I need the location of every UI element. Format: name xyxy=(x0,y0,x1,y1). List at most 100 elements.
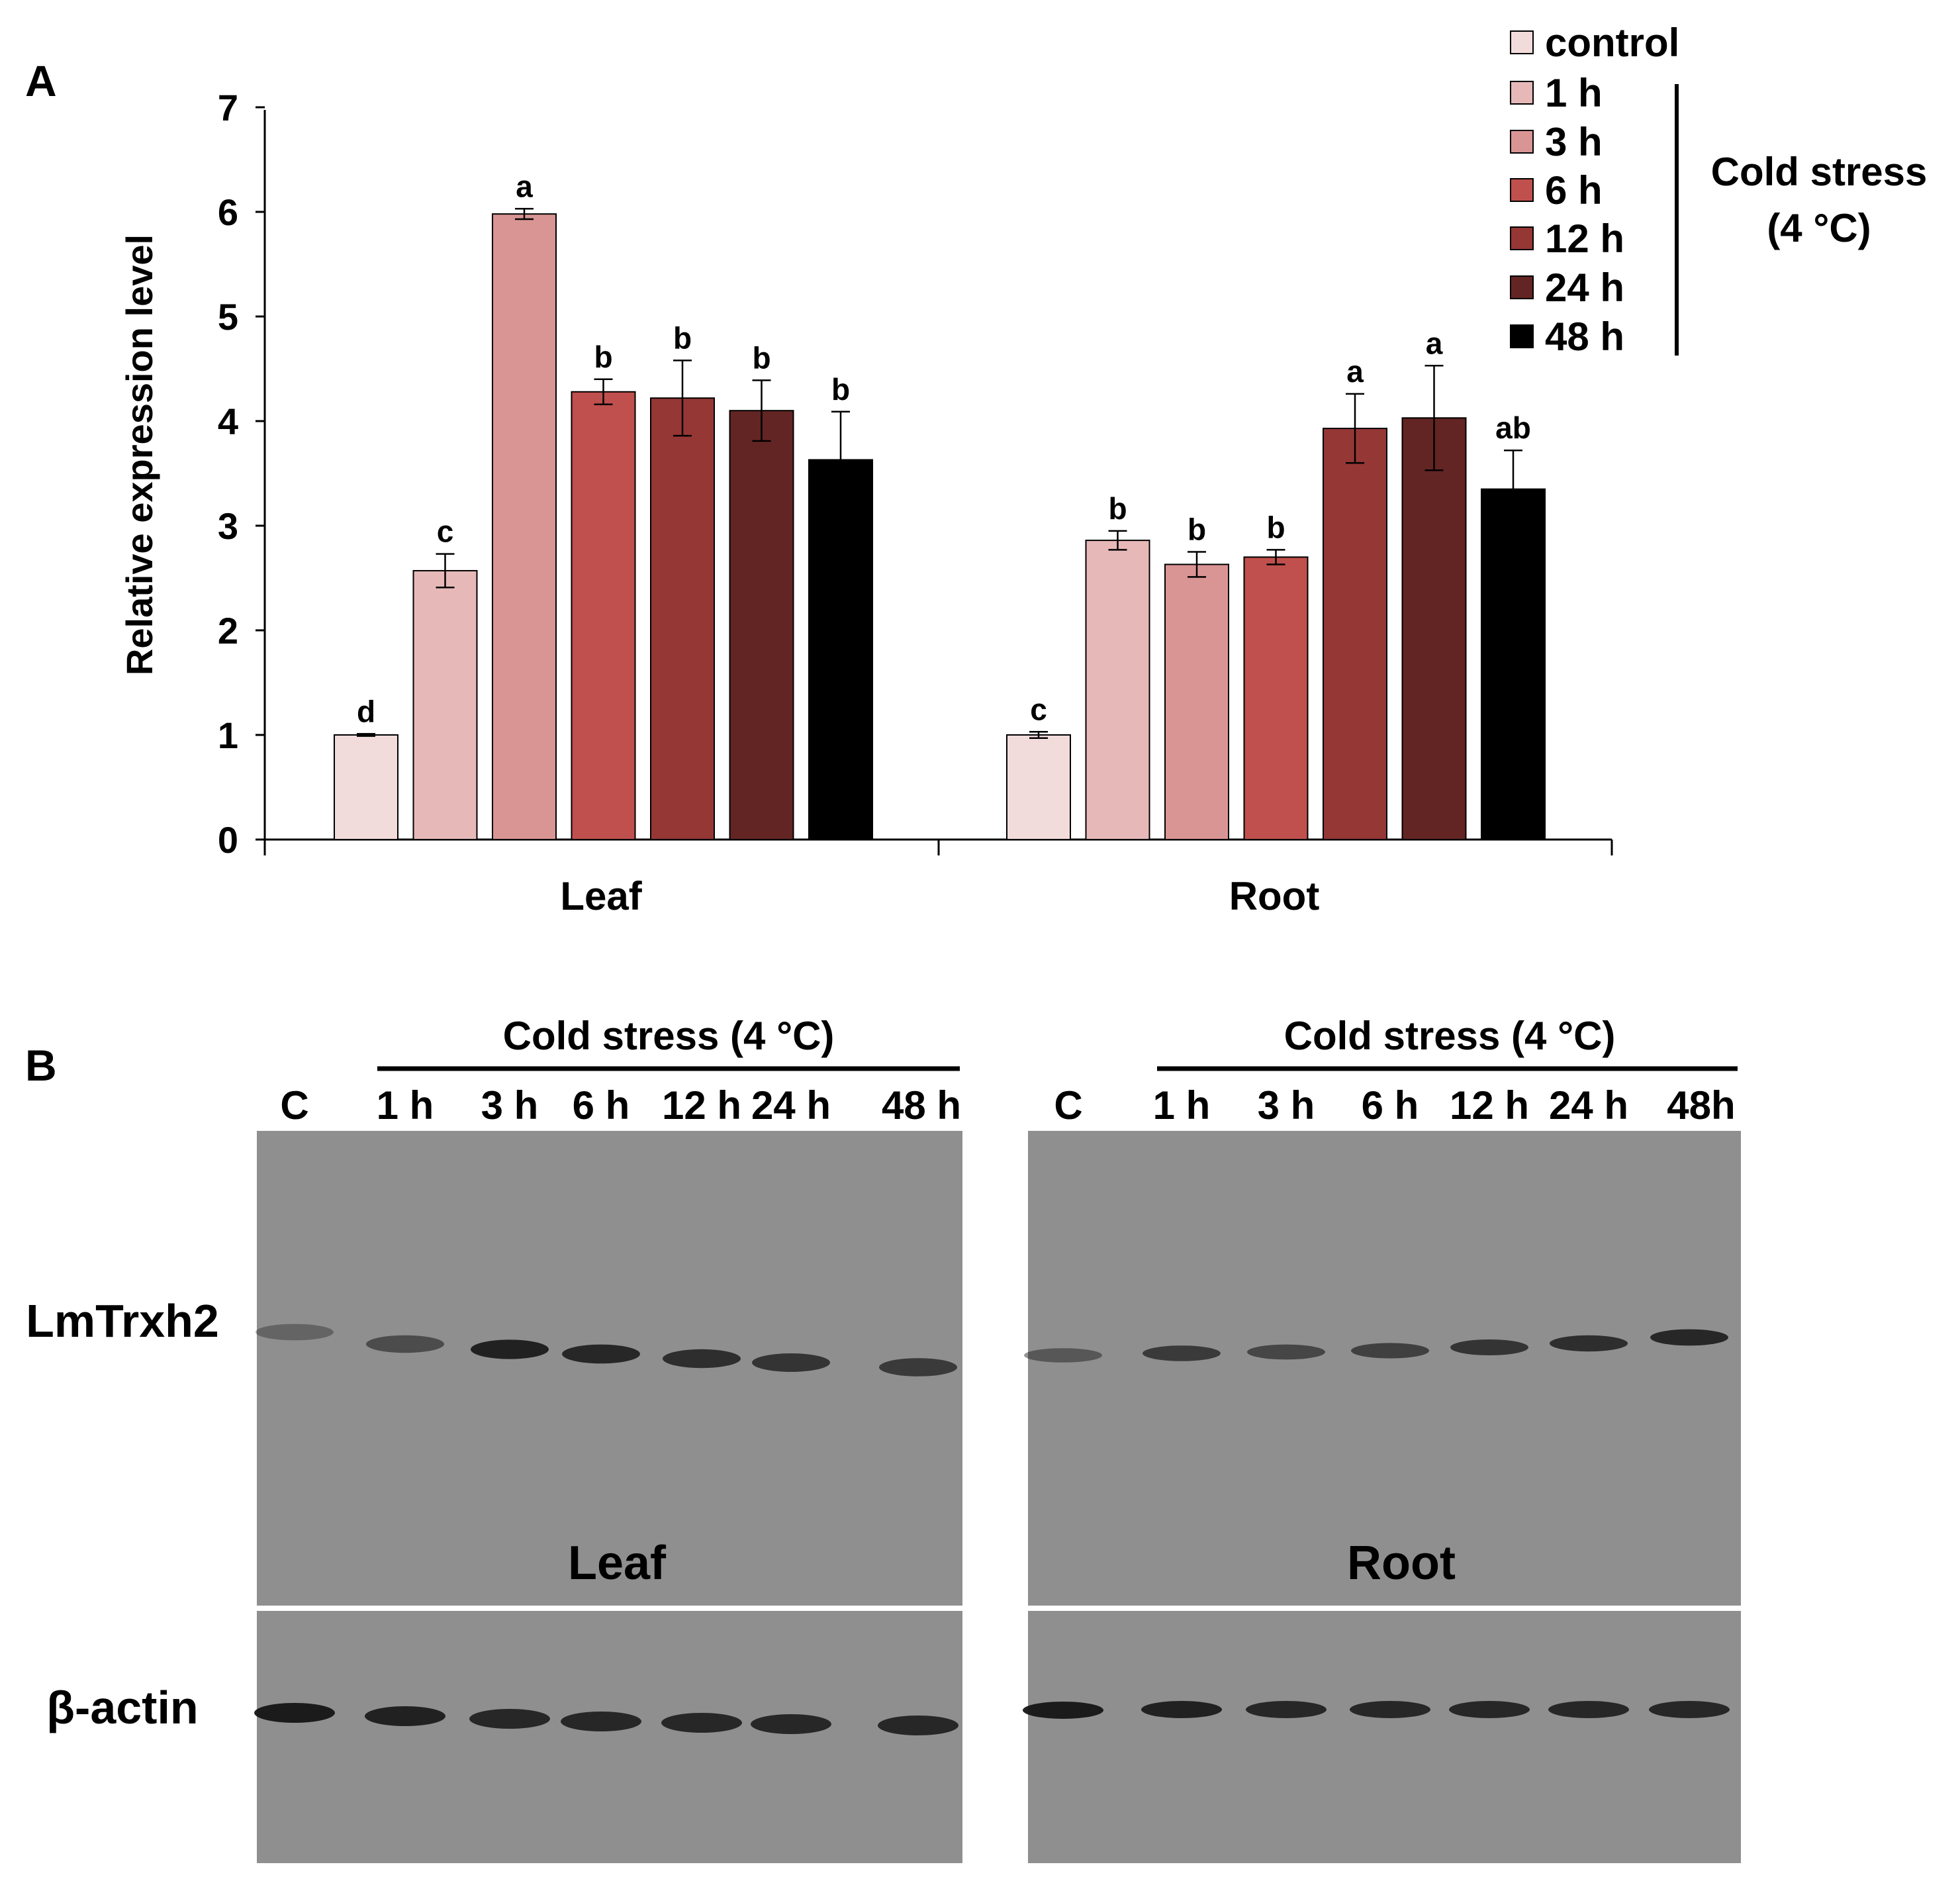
significance-letter: ab xyxy=(1495,411,1531,445)
leaf-blot-header: Cold stress (4 °C) xyxy=(503,1014,835,1058)
blot-band xyxy=(1548,1701,1629,1718)
bar xyxy=(1006,734,1071,840)
significance-letter: a xyxy=(1346,354,1364,389)
blot-band xyxy=(562,1344,640,1364)
lane-label: 6 h xyxy=(1362,1083,1419,1128)
y-tick-label: 2 xyxy=(218,610,238,652)
leaf-panel-label: Leaf xyxy=(568,1537,667,1590)
y-tick-label: 5 xyxy=(218,296,238,338)
significance-letter: b xyxy=(1108,491,1127,526)
root-panel-label: Root xyxy=(1347,1537,1456,1590)
lane-label: 3 h xyxy=(481,1083,539,1128)
bar xyxy=(571,391,636,840)
blot-band xyxy=(878,1716,958,1735)
bar xyxy=(729,410,794,840)
lane-label: 24 h xyxy=(1549,1083,1628,1128)
lane-label: 1 h xyxy=(377,1083,434,1128)
y-axis-label: Relative expression level xyxy=(118,234,160,675)
significance-letter: a xyxy=(1426,326,1443,360)
legend-swatch xyxy=(1510,324,1534,348)
row-label-actin: β-actin xyxy=(46,1682,198,1733)
blot-band xyxy=(469,1709,550,1729)
legend: control 1 h 3 h6 h12 h 24 h48 h Cold stress… xyxy=(1510,21,1928,359)
legend-label: 12 h xyxy=(1545,217,1624,261)
bar xyxy=(492,213,557,841)
x-ticks: Leaf Root xyxy=(263,840,1613,918)
lane-label: 12 h xyxy=(662,1083,741,1128)
blot-band xyxy=(879,1358,957,1377)
significance-letter: c xyxy=(1030,692,1047,726)
bar xyxy=(1401,417,1467,840)
legend-label: control xyxy=(1545,21,1679,65)
blot-band xyxy=(752,1353,830,1372)
root-target-membrane xyxy=(1028,1131,1741,1606)
y-tick-label: 3 xyxy=(218,505,238,547)
bar xyxy=(1164,563,1229,841)
blot-band xyxy=(561,1712,641,1731)
root-lane-labels: C 1 h 3 h 6 h 12 h 24 h 48h xyxy=(1054,1083,1735,1128)
y-tick-label: 0 xyxy=(218,819,238,861)
legend-swatch xyxy=(1510,226,1534,250)
significance-letter: b xyxy=(1188,512,1206,547)
blot-band xyxy=(365,1706,445,1726)
blot-band xyxy=(1024,1348,1102,1363)
blot-band xyxy=(751,1714,831,1734)
bar xyxy=(808,459,873,840)
lane-label: C xyxy=(280,1083,308,1128)
y-tick-label: 4 xyxy=(218,401,238,442)
blot-band xyxy=(1141,1701,1222,1718)
bar xyxy=(1243,556,1309,841)
leaf-target-membrane xyxy=(257,1131,962,1606)
blot-band xyxy=(254,1703,335,1723)
legend-bracket-label-1: Cold stress xyxy=(1711,150,1928,194)
bar-chart: Relative expression level 0 1 2 3 4 5 6 7 Leaf R… xyxy=(118,87,1613,918)
root-actin-membrane xyxy=(1028,1611,1741,1863)
blot-band xyxy=(471,1339,549,1359)
lane-label: 1 h xyxy=(1153,1083,1211,1128)
significance-letter: b xyxy=(752,340,770,375)
legend-label: 48 h xyxy=(1545,314,1624,359)
significance-letter: b xyxy=(594,340,612,374)
legend-bracket-label-2: (4 °C) xyxy=(1767,206,1871,250)
blot-band xyxy=(1650,1329,1728,1346)
significance-letter: d xyxy=(357,694,375,728)
significance-letter: c xyxy=(437,514,454,549)
significance-letter: a xyxy=(516,169,533,203)
lane-label: 6 h xyxy=(573,1083,630,1128)
bar xyxy=(650,397,715,840)
blot-band xyxy=(366,1335,444,1353)
legend-swatch xyxy=(1510,275,1534,299)
lane-label: C xyxy=(1054,1083,1082,1128)
y-tick-label: 7 xyxy=(218,87,238,128)
x-tick-label: Leaf xyxy=(560,874,642,918)
legend-swatch xyxy=(1510,130,1534,154)
lane-label: 48 h xyxy=(882,1083,961,1128)
legend-label: 1 h xyxy=(1545,71,1603,115)
significance-letter: b xyxy=(831,372,850,407)
blot-band xyxy=(1023,1702,1103,1719)
blot-band xyxy=(1649,1701,1730,1718)
blot-band xyxy=(1350,1701,1430,1718)
legend-label: 3 h xyxy=(1545,120,1603,164)
significance-letter: b xyxy=(1266,510,1285,544)
blot-band xyxy=(1449,1701,1530,1718)
bar xyxy=(334,734,398,840)
bar xyxy=(1323,428,1387,840)
y-tick-label: 1 xyxy=(218,714,238,756)
blot-band xyxy=(663,1349,741,1369)
blot-band xyxy=(1450,1339,1528,1355)
blot-band xyxy=(1246,1701,1327,1718)
lane-label: 24 h xyxy=(751,1083,831,1128)
legend-swatch xyxy=(1510,81,1534,105)
blot-band xyxy=(1247,1344,1325,1360)
blot-band xyxy=(661,1713,742,1733)
blot-band xyxy=(256,1324,334,1341)
lane-label: 48h xyxy=(1667,1083,1735,1128)
y-ticks: 0 1 2 3 4 5 6 7 xyxy=(218,87,265,861)
legend-label: 6 h xyxy=(1545,168,1603,213)
root-blot-header: Cold stress (4 °C) xyxy=(1284,1014,1616,1058)
significance-letter: b xyxy=(673,320,692,355)
legend-swatch xyxy=(1510,30,1534,54)
